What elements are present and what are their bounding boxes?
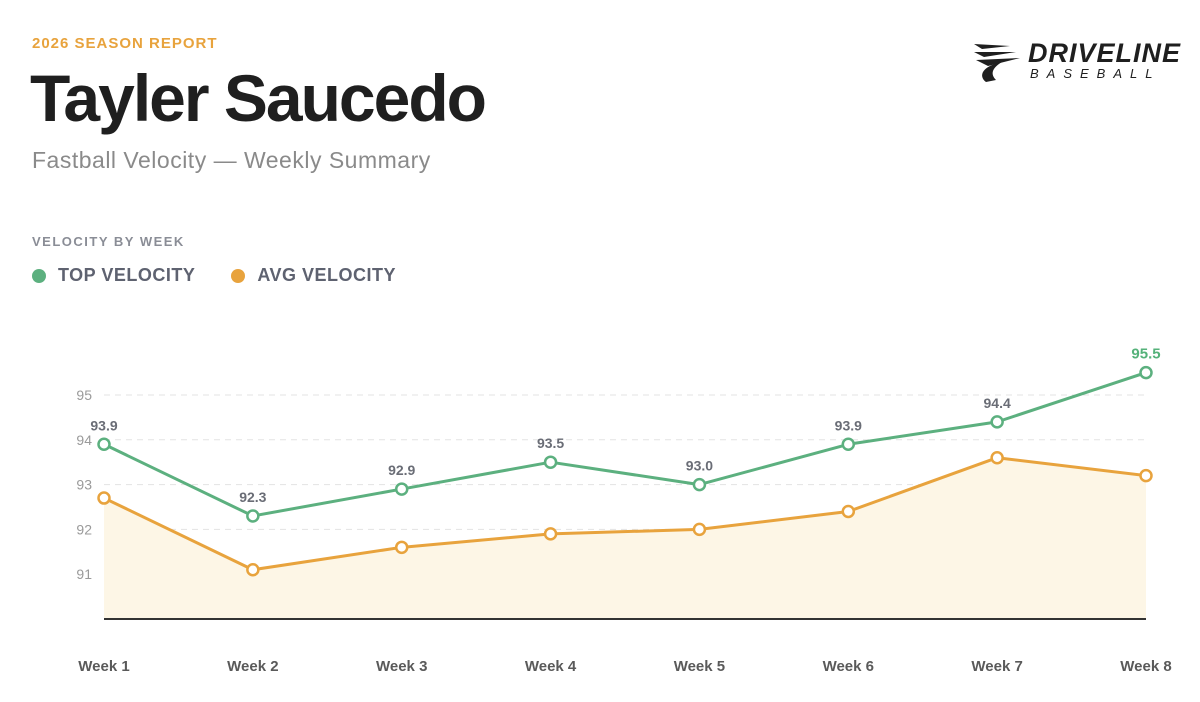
avg-velocity-point [841, 504, 856, 519]
player-name: Tayler Saucedo [30, 61, 487, 135]
top-velocity-line [103, 371, 1147, 518]
avg-velocity-point [1139, 468, 1153, 483]
top-velocity-data-label: 93.9 [90, 417, 117, 433]
top-velocity-point [97, 437, 111, 452]
legend-label-avg: AVG VELOCITY [257, 265, 397, 285]
avg-velocity-point [246, 562, 260, 577]
report-subtitle: Fastball Velocity — Weekly Summary [32, 147, 431, 173]
x-tick-label: Week 4 [525, 658, 577, 675]
section-title: VELOCITY BY WEEK [32, 234, 185, 249]
top-velocity-point [246, 509, 260, 523]
top-velocity-point [990, 415, 1004, 429]
avg-velocity-point [394, 540, 409, 555]
legend-dot-avg [231, 268, 246, 283]
x-tick-label: Week 2 [227, 658, 278, 675]
x-tick-label: Week 7 [971, 658, 1022, 675]
avg-velocity-point [97, 491, 111, 505]
top-velocity-data-label: 95.5 [1131, 346, 1160, 363]
driveline-logo: DRIVELINE BASEBALL [972, 38, 1180, 86]
x-tick-label: Week 5 [674, 658, 725, 675]
top-velocity-data-label: 94.4 [984, 395, 1011, 411]
avg-velocity-point [990, 450, 1004, 465]
avg-velocity-area [104, 457, 1146, 619]
y-tick-label: 94 [76, 432, 92, 448]
x-tick-label: Week 1 [78, 658, 129, 675]
chart-legend: TOP VELOCITY AVG VELOCITY [32, 265, 432, 286]
logo-subtext: BASEBALL [1030, 66, 1161, 81]
top-velocity-point [543, 455, 558, 469]
top-velocity-data-label: 93.9 [835, 417, 862, 433]
y-tick-label: 91 [76, 566, 92, 582]
top-velocity-point [841, 437, 856, 452]
legend-item-top: TOP VELOCITY [32, 265, 195, 286]
legend-item-avg: AVG VELOCITY [231, 265, 396, 286]
top-velocity-data-label: 93.0 [686, 458, 713, 474]
y-tick-label: 95 [76, 387, 92, 403]
logo-wordmark: DRIVELINE [1028, 38, 1182, 68]
x-tick-label: Week 3 [376, 658, 427, 675]
legend-dot-top [32, 268, 46, 283]
avg-velocity-point [543, 527, 558, 541]
y-tick-label: 92 [76, 521, 92, 537]
top-velocity-point [394, 482, 409, 496]
legend-label-top: TOP VELOCITY [58, 265, 196, 285]
y-tick-label: 93 [76, 477, 92, 493]
top-velocity-data-label: 92.9 [388, 462, 415, 478]
driveline-swoosh-icon [974, 44, 1020, 82]
x-tick-label: Week 6 [823, 658, 874, 675]
avg-velocity-point [692, 522, 707, 537]
top-velocity-point [1139, 365, 1153, 380]
x-tick-label: Week 8 [1120, 658, 1171, 675]
top-velocity-data-label: 92.3 [239, 489, 266, 505]
avg-velocity-line [103, 456, 1147, 572]
top-velocity-point [692, 477, 707, 492]
top-velocity-data-label: 93.5 [537, 435, 564, 451]
season-eyebrow: 2026 SEASON REPORT [32, 35, 218, 52]
